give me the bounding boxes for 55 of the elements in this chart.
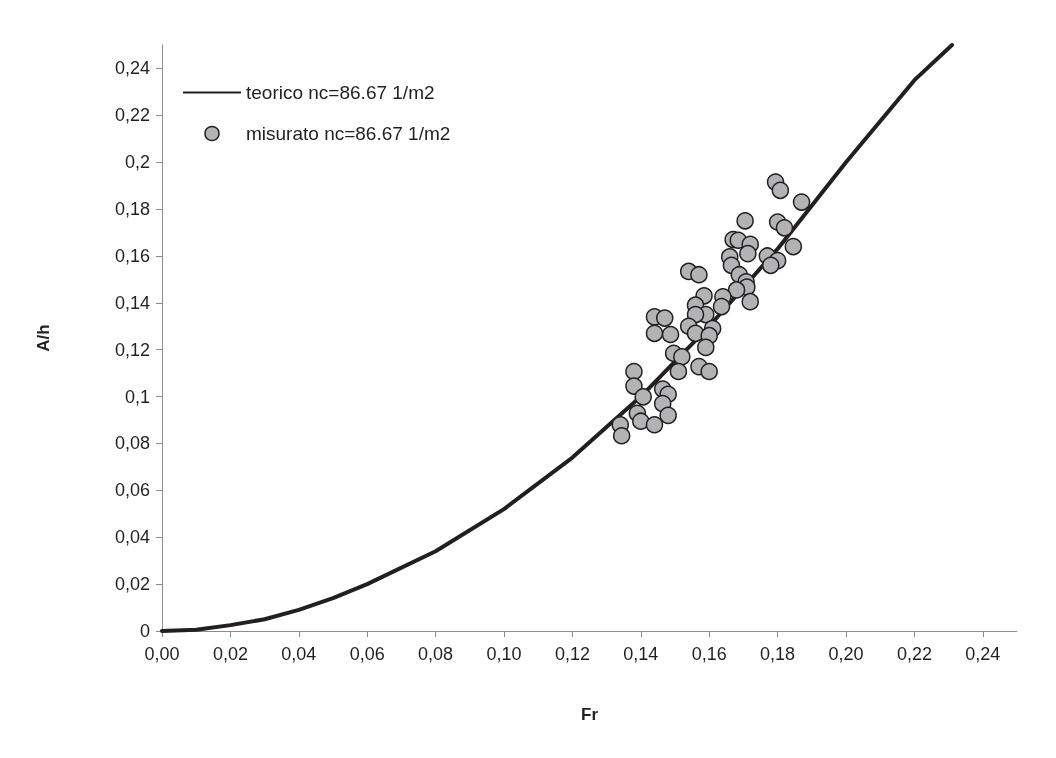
point — [669, 362, 688, 381]
point — [659, 406, 677, 425]
legend-label: teorico nc=86.67 1/m2 — [246, 82, 435, 103]
y-tick-label: 0 — [139, 621, 150, 641]
y-tick-label: 0,12 — [114, 339, 150, 360]
y-tick-label: 0,14 — [114, 292, 150, 313]
point — [792, 193, 811, 211]
point — [673, 348, 691, 366]
y-tick-label: 0,18 — [114, 199, 150, 220]
point — [656, 309, 674, 327]
x-tick-label: 0,20 — [828, 644, 864, 664]
y-tick-label: 0,2 — [124, 152, 150, 173]
x-tick-label: 0,02 — [212, 644, 248, 664]
point — [690, 265, 708, 284]
x-tick-label: 0,00 — [144, 644, 180, 664]
point — [775, 219, 794, 237]
x-axis-title: Fr — [581, 705, 599, 724]
point — [645, 415, 664, 434]
point — [632, 412, 650, 430]
point — [700, 362, 718, 381]
y-tick-label: 0,22 — [114, 105, 150, 126]
point — [697, 338, 715, 357]
y-axis-title: A/h — [34, 324, 53, 352]
point — [736, 212, 754, 230]
x-tick-label: 0,08 — [418, 644, 454, 664]
point — [612, 427, 631, 445]
point — [625, 362, 643, 381]
x-tick-label: 0,10 — [486, 644, 522, 664]
y-tick-label: 0,02 — [114, 574, 150, 595]
x-tick-label: 0,04 — [281, 644, 317, 664]
point — [741, 292, 759, 311]
y-tick-label: 0,06 — [114, 480, 150, 501]
y-tick-label: 0,1 — [124, 386, 150, 407]
x-tick-label: 0,12 — [554, 644, 590, 664]
point — [712, 297, 731, 316]
x-tick-label: 0,24 — [965, 644, 1001, 664]
x-tick-label: 0,22 — [896, 644, 932, 664]
y-tick-label: 0,08 — [114, 433, 150, 454]
y-tick-label: 0,24 — [114, 58, 150, 79]
point — [762, 256, 780, 275]
x-tick-label: 0,18 — [760, 644, 796, 664]
x-tick-label: 0,16 — [691, 644, 727, 664]
point — [645, 324, 664, 343]
point — [784, 237, 803, 256]
y-tick-label: 0,16 — [114, 245, 150, 266]
point — [771, 181, 790, 200]
x-tick-label: 0,06 — [349, 644, 385, 664]
point — [661, 325, 680, 344]
point — [625, 377, 643, 395]
point — [727, 281, 746, 299]
y-tick-label: 0,04 — [114, 527, 150, 548]
legend-label: misurato nc=86.67 1/m2 — [246, 123, 451, 144]
point — [739, 244, 757, 263]
x-tick-label: 0,14 — [623, 644, 659, 664]
point — [634, 388, 652, 406]
